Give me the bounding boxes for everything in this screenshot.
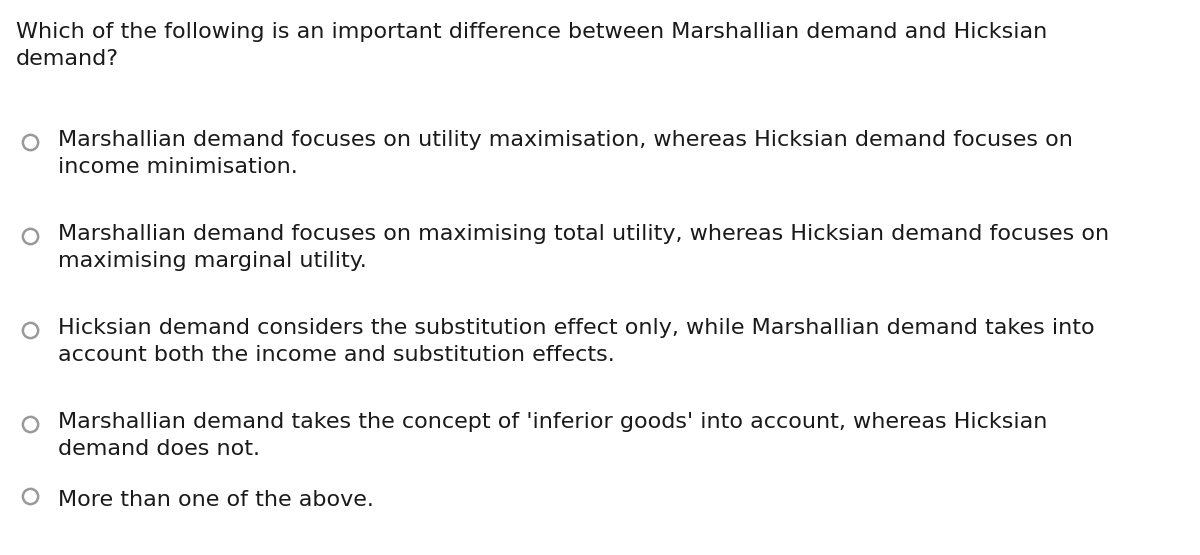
Text: Marshallian demand focuses on utility maximisation, whereas Hicksian demand focu: Marshallian demand focuses on utility ma… [58, 130, 1073, 177]
Text: More than one of the above.: More than one of the above. [58, 490, 374, 510]
Text: Hicksian demand considers the substitution effect only, while Marshallian demand: Hicksian demand considers the substituti… [58, 318, 1094, 365]
Text: Marshallian demand takes the concept of 'inferior goods' into account, whereas H: Marshallian demand takes the concept of … [58, 412, 1048, 459]
Text: Which of the following is an important difference between Marshallian demand and: Which of the following is an important d… [16, 22, 1048, 69]
Text: Marshallian demand focuses on maximising total utility, whereas Hicksian demand : Marshallian demand focuses on maximising… [58, 224, 1109, 271]
